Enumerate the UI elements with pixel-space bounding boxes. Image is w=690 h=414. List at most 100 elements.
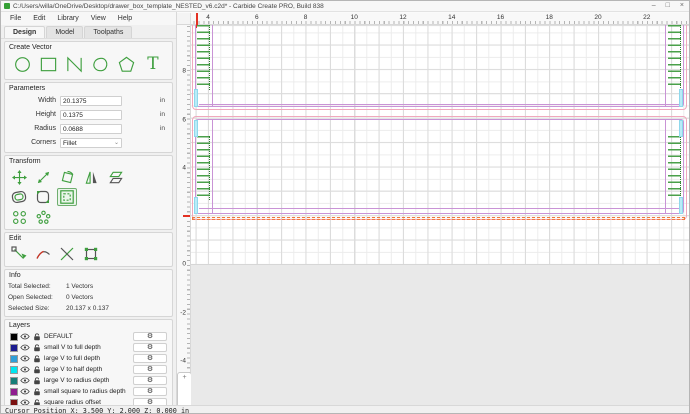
- trim-vectors-tool-button[interactable]: [33, 245, 53, 263]
- parameters-group: Parameters Width 20.1375 in Height 0.137…: [4, 82, 173, 153]
- vruler-label: -2: [180, 309, 186, 316]
- round-corners-tool-button[interactable]: [33, 188, 53, 206]
- gear-icon[interactable]: ⚙: [133, 332, 167, 341]
- lock-icon[interactable]: [32, 355, 42, 363]
- panel-1-outline[interactable]: [192, 25, 687, 110]
- cursor-position-readout: Cursor Position X: 3.500 Y: 2.000 Z: 0.0…: [5, 406, 190, 414]
- menu-edit[interactable]: Edit: [33, 15, 46, 22]
- height-field[interactable]: 0.1375: [60, 109, 122, 120]
- layer-row-large-v-full[interactable]: large V to full depth ⚙: [8, 353, 169, 364]
- scale-tool-button[interactable]: [33, 168, 53, 186]
- tab-model[interactable]: Model: [46, 26, 84, 38]
- panel-1-left-slot-line: [212, 25, 213, 107]
- gear-icon[interactable]: ⚙: [133, 365, 167, 374]
- close-button[interactable]: ×: [679, 2, 684, 9]
- vruler-label: 8: [182, 67, 186, 75]
- transform-group: Transform: [4, 155, 173, 230]
- info-size-label: Selected Size:: [8, 305, 50, 312]
- transform-row-2: [8, 187, 169, 207]
- menu-help[interactable]: Help: [117, 15, 133, 22]
- layer-row-small-square-radius[interactable]: small square to radius depth ⚙: [8, 386, 169, 397]
- eye-icon[interactable]: [20, 355, 30, 362]
- minimize-button[interactable]: –: [651, 2, 656, 9]
- plus-icon: +: [182, 374, 187, 381]
- layer-name: square radius offset: [44, 399, 101, 406]
- layer-color-swatch[interactable]: [10, 332, 18, 341]
- mirror-tool-button[interactable]: [81, 168, 101, 186]
- eye-icon[interactable]: [20, 388, 30, 395]
- eye-icon[interactable]: [20, 344, 30, 351]
- app-icon: [4, 3, 10, 9]
- layer-row-large-v-radius[interactable]: large V to radius depth ⚙: [8, 375, 169, 386]
- offset-tool-button[interactable]: [9, 188, 29, 206]
- linear-array-tool-button[interactable]: [9, 208, 29, 226]
- menu-library[interactable]: Library: [57, 15, 79, 22]
- layer-row-large-v-half[interactable]: large V to half depth ⚙: [8, 364, 169, 375]
- tab-toolpaths[interactable]: Toolpaths: [84, 26, 133, 38]
- gear-icon[interactable]: ⚙: [133, 376, 167, 385]
- circle-tool-button[interactable]: [10, 54, 34, 74]
- stock-grid: [191, 25, 689, 264]
- edit-title: Edit: [9, 235, 22, 242]
- panel-1-bottom-slot-line: [199, 104, 679, 105]
- eye-icon[interactable]: [20, 333, 30, 340]
- menu-file[interactable]: File: [10, 15, 22, 22]
- layer-color-swatch[interactable]: [10, 354, 18, 363]
- lock-icon[interactable]: [32, 388, 42, 396]
- boolean-tool-button[interactable]: [57, 188, 77, 206]
- radius-field[interactable]: 0.0688: [60, 123, 122, 134]
- corners-value: Fillet: [63, 139, 77, 147]
- lock-icon[interactable]: [32, 333, 42, 341]
- node-edit-tool-button[interactable]: [9, 245, 29, 263]
- corners-select[interactable]: Fillet ⌄: [60, 137, 122, 148]
- curve-tool-button[interactable]: [89, 54, 113, 74]
- layer-color-swatch[interactable]: [10, 387, 18, 396]
- edit-nodes-tool-button[interactable]: [81, 245, 101, 263]
- layer-color-swatch[interactable]: [10, 365, 18, 374]
- move-tool-button[interactable]: [9, 168, 29, 186]
- width-field[interactable]: 20.1375: [60, 95, 122, 106]
- eye-icon[interactable]: [20, 366, 30, 373]
- selected-vector[interactable]: [192, 216, 685, 220]
- panel-1-inner-outline[interactable]: [195, 25, 684, 107]
- edit-row: [8, 244, 169, 264]
- join-vectors-tool-button[interactable]: [57, 245, 77, 263]
- layers-group: Layers DEFAULT ⚙ small V to full depth ⚙…: [4, 319, 173, 413]
- hruler-label: 20: [594, 14, 602, 21]
- layer-row-default[interactable]: DEFAULT ⚙: [8, 331, 169, 342]
- info-group: Info Total Selected: 1 Vectors Open Sele…: [4, 269, 173, 317]
- drawing-grid[interactable]: [191, 25, 689, 405]
- layer-color-swatch[interactable]: [10, 376, 18, 385]
- circular-array-tool-button[interactable]: [33, 208, 53, 226]
- polygon-tool-button[interactable]: [115, 54, 139, 74]
- lock-icon[interactable]: [32, 344, 42, 352]
- width-unit: in: [159, 97, 165, 104]
- polyline-tool-button[interactable]: [62, 54, 86, 74]
- menu-view[interactable]: View: [90, 15, 106, 22]
- horizontal-ruler: 4 6 8 10 12 14 16 18 20 22: [177, 13, 689, 25]
- panel-2-right-slot-line: [665, 120, 666, 214]
- lock-icon[interactable]: [32, 366, 42, 374]
- radius-unit: in: [159, 125, 165, 132]
- parameters-title: Parameters: [9, 85, 46, 92]
- panel-2-left-slot-line: [212, 120, 213, 214]
- maximize-button[interactable]: □: [665, 2, 670, 9]
- layer-row-small-v-full[interactable]: small V to full depth ⚙: [8, 342, 169, 353]
- canvas-area[interactable]: 4 6 8 10 12 14 16 18 20 22 8 6 4 0 -2 -4…: [177, 12, 689, 413]
- lock-icon[interactable]: [32, 377, 42, 385]
- panel-2-inner-outline[interactable]: [195, 119, 684, 214]
- gear-icon[interactable]: ⚙: [133, 354, 167, 363]
- tab-design[interactable]: Design: [4, 26, 46, 38]
- gear-icon[interactable]: ⚙: [133, 343, 167, 352]
- layer-color-swatch[interactable]: [10, 343, 18, 352]
- gear-icon[interactable]: ⚙: [133, 387, 167, 396]
- shear-tool-button[interactable]: [105, 168, 125, 186]
- cursor-x-marker: [196, 13, 198, 25]
- text-tool-button[interactable]: T: [141, 54, 165, 74]
- rectangle-tool-button[interactable]: [36, 54, 60, 74]
- rotate-tool-button[interactable]: [57, 168, 77, 186]
- vruler-label: -4: [180, 357, 186, 365]
- eye-icon[interactable]: [20, 377, 30, 384]
- sidebar: File Edit Library View Help Design Model…: [1, 12, 177, 413]
- layer-name: small square to radius depth: [44, 388, 126, 395]
